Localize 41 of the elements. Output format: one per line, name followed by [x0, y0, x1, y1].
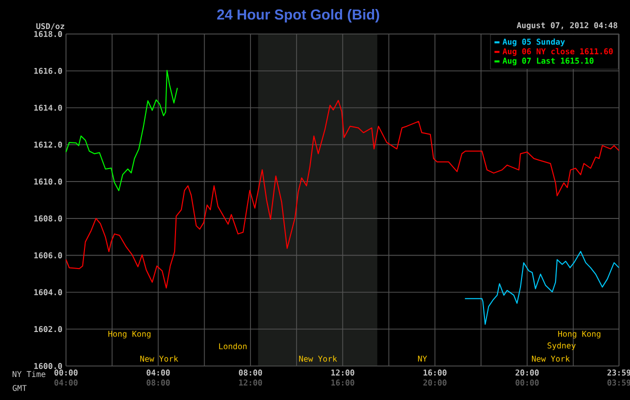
- line-series: [464, 250, 620, 325]
- annotation: NY: [418, 356, 428, 362]
- y-tick-label: 1618.0: [34, 30, 62, 38]
- legend-label: Aug 05 Sunday: [502, 38, 565, 46]
- line-series: [66, 70, 178, 192]
- chart-subtitle: August 07, 2012 04:48: [516, 22, 618, 30]
- y-tick-label: 1608.0: [34, 215, 62, 222]
- x2-tick-label: 00:00: [516, 380, 539, 386]
- x2-tick-label: 16:00: [331, 380, 354, 386]
- y-tick-label: 1606.0: [34, 252, 62, 258]
- annotation: Hong Kong: [108, 330, 150, 338]
- y-tick-label: 1612.0: [34, 142, 62, 148]
- x2-tick-label: 08:00: [146, 380, 170, 386]
- y-tick-label: 1602.0: [34, 326, 62, 332]
- x-axis-title: NY Time: [12, 370, 46, 378]
- x-tick-label: 20:00: [516, 370, 539, 376]
- y-tick-label: 1600.0: [34, 362, 62, 370]
- x-tick-label: 16:00: [424, 370, 446, 376]
- annotation: New York: [532, 356, 570, 362]
- annotation: London: [219, 343, 247, 350]
- x-tick-label: 08:00: [238, 370, 262, 376]
- x-tick-label: 12:00: [331, 370, 354, 376]
- y-tick-label: 1610.0: [34, 178, 62, 185]
- x2-axis-title: GMT: [12, 384, 27, 392]
- y-axis-title: USD/oz: [36, 23, 64, 30]
- x2-tick-label: 04:00: [54, 380, 78, 386]
- x2-tick-label: 20:00: [423, 380, 446, 386]
- annotation: Hong Kong: [558, 330, 600, 338]
- line-series: [66, 100, 620, 288]
- chart-title: 24 Hour Spot Gold (Bid): [217, 9, 380, 22]
- y-tick-label: 1616.0: [34, 68, 62, 74]
- y-tick-label: 1604.0: [34, 289, 62, 296]
- annotation: Sydney: [548, 342, 576, 350]
- annotation: New York: [140, 356, 178, 362]
- y-tick-label: 1614.0: [34, 104, 62, 111]
- annotation: New York: [299, 356, 338, 362]
- legend-label: Aug 06 NY close 1611.60: [502, 48, 613, 56]
- x-tick-label: 00:00: [54, 370, 78, 376]
- x2-tick-label: 12:00: [239, 380, 262, 386]
- legend-label: Aug 07 Last 1615.10: [502, 58, 594, 66]
- x-tick-label: 04:00: [146, 370, 170, 376]
